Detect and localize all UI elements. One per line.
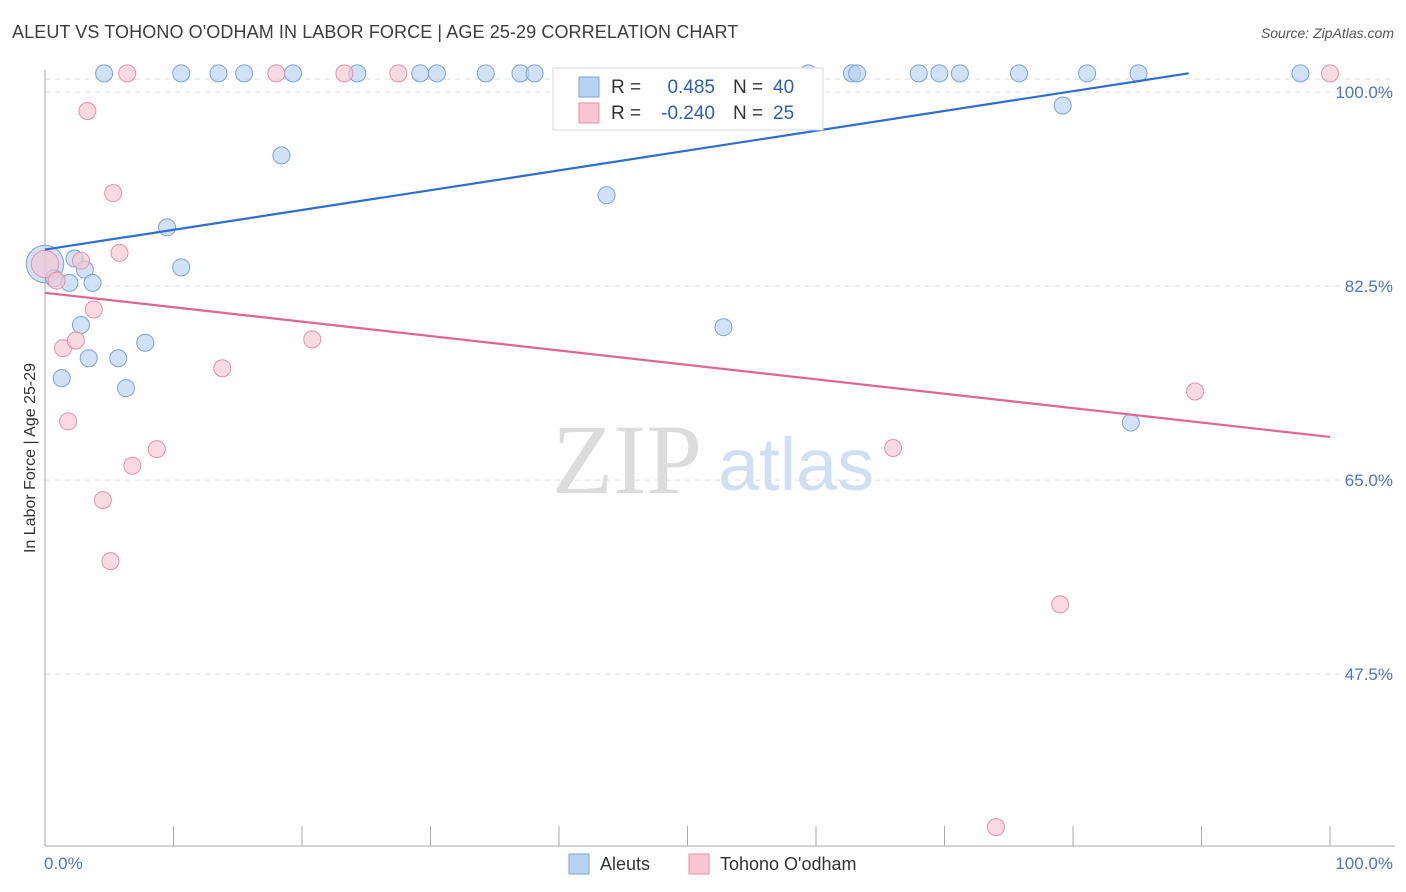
legend-n-label-aleuts: N = <box>733 77 763 98</box>
aleut-point <box>136 333 155 352</box>
legend-n-value-tohono: 25 <box>773 103 794 124</box>
tohono-trend-line <box>44 291 1331 439</box>
aleut-point <box>714 318 733 337</box>
legend-r-label-aleuts: R = <box>611 77 641 98</box>
bottom-legend-swatch-tohono <box>688 853 710 875</box>
aleut-point <box>1121 413 1140 432</box>
aleut-trend-line <box>44 72 1189 251</box>
aleut-point <box>172 64 191 83</box>
tohono-point <box>986 818 1005 837</box>
tohono-point <box>1186 382 1205 401</box>
bottom-legend-label-aleuts: Aleuts <box>600 854 650 874</box>
tohono-point <box>78 102 97 121</box>
legend-swatch-tohono <box>578 102 600 124</box>
tohono-point <box>30 249 60 279</box>
aleut-point <box>909 64 928 83</box>
tohono-point <box>71 251 90 270</box>
y-tick-label: 47.5% <box>1345 665 1393 684</box>
legend-swatch-aleuts <box>578 76 600 98</box>
aleut-point <box>1291 64 1310 83</box>
tohono-point <box>389 64 408 83</box>
y-tick-label: 100.0% <box>1335 83 1393 102</box>
aleut-point <box>272 146 291 165</box>
tohono-point <box>123 456 142 475</box>
bottom-legend-swatch-aleuts <box>568 853 590 875</box>
tohono-point <box>303 330 322 349</box>
legend-r-value-aleuts: 0.485 <box>667 77 715 98</box>
aleut-point <box>209 64 228 83</box>
aleut-point <box>284 64 303 83</box>
tohono-point <box>59 412 78 431</box>
y-tick-label: 65.0% <box>1345 471 1393 490</box>
tohono-point <box>147 440 166 459</box>
tohono-point <box>101 552 120 571</box>
x-tick-label: 0.0% <box>44 854 83 873</box>
aleut-point <box>79 349 98 368</box>
tohono-point <box>335 64 354 83</box>
aleut-point <box>116 379 135 398</box>
tohono-point <box>110 243 129 262</box>
aleut-point <box>158 218 177 237</box>
series-legend: Aleuts Tohono O'odham <box>568 853 857 875</box>
tohono-point <box>84 300 103 319</box>
tohono-point <box>884 439 903 458</box>
aleut-point <box>1053 96 1072 115</box>
aleut-point <box>950 64 969 83</box>
aleut-point <box>52 369 71 388</box>
aleut-point <box>525 64 544 83</box>
source-credit: Source: ZipAtlas.com <box>1260 25 1394 41</box>
tohono-point <box>118 64 137 83</box>
legend-r-label-tohono: R = <box>611 103 641 124</box>
aleut-point <box>848 64 867 83</box>
chart-title: ALEUT VS TOHONO O'ODHAM IN LABOR FORCE |… <box>12 22 739 42</box>
aleut-point <box>1010 64 1029 83</box>
x-tick-label: 100.0% <box>1335 854 1393 873</box>
bottom-legend-label-tohono: Tohono O'odham <box>720 854 857 874</box>
aleut-point <box>71 315 90 334</box>
tohono-point <box>213 359 232 378</box>
aleut-point <box>95 64 114 83</box>
aleut-point <box>597 186 616 205</box>
aleut-point <box>1078 64 1097 83</box>
legend-n-value-aleuts: 40 <box>773 77 794 98</box>
aleut-point <box>109 349 128 368</box>
aleut-point <box>930 64 949 83</box>
tohono-point <box>104 184 123 203</box>
tohono-point <box>1051 595 1070 614</box>
aleut-point <box>427 64 446 83</box>
aleut-point <box>83 273 102 292</box>
watermark-atlas: atlas <box>718 423 874 506</box>
aleut-point <box>235 64 254 83</box>
aleut-point <box>476 64 495 83</box>
y-tick-label: 82.5% <box>1345 277 1393 296</box>
aleut-point <box>411 64 430 83</box>
tohono-point <box>267 64 286 83</box>
grid-lines <box>45 78 1395 675</box>
stats-legend: R = 0.485 N = 40 R = -0.240 N = 25 <box>552 67 824 131</box>
axis-ticks: 100.0% 82.5% 65.0% 47.5% 0.0% 100.0% <box>44 83 1393 873</box>
trend-lines <box>44 72 1331 439</box>
tohono-point <box>93 491 112 510</box>
tohono-point <box>66 331 85 350</box>
y-axis-label: In Labor Force | Age 25-29 <box>22 363 39 553</box>
aleut-point <box>172 258 191 277</box>
tohono-point <box>47 271 66 290</box>
tohono-point <box>1321 64 1339 83</box>
axes <box>44 70 1395 847</box>
watermark-zip: ZIP <box>552 404 702 515</box>
scatter-points <box>25 64 1339 837</box>
legend-r-value-tohono: -0.240 <box>661 103 715 124</box>
legend-n-label-tohono: N = <box>733 103 763 124</box>
